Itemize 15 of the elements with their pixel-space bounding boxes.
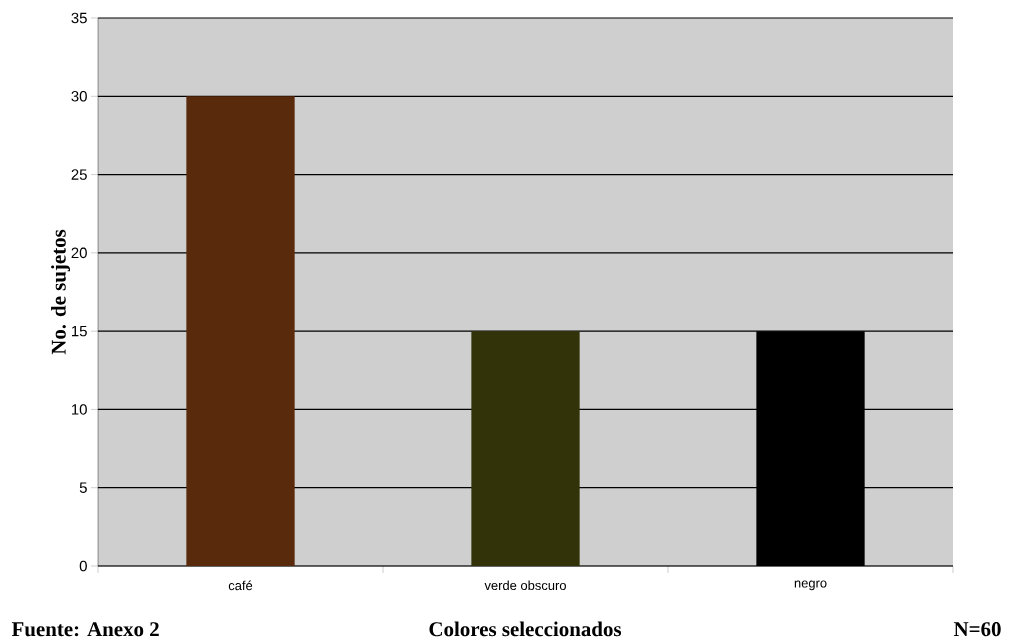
x-tick-label: café: [228, 580, 253, 591]
y-tick-label: 35: [71, 12, 87, 24]
y-tick-label: 15: [72, 325, 87, 337]
text: N=60: [953, 622, 1001, 637]
y-axis-title: No. de sujetos: [51, 229, 71, 355]
x-tick-label: verde obscuro: [484, 580, 566, 591]
y-tick-label: 20: [71, 247, 87, 259]
x-tick-label: negro: [794, 580, 827, 591]
y-tick-label: 30: [71, 90, 87, 102]
x-axis-title: Colores seleccionados: [429, 621, 622, 637]
source-note: Fuente: Anexo 2: [11, 622, 159, 637]
y-tick-label: 0: [79, 560, 87, 572]
y-tick-label: 5: [79, 482, 87, 493]
y-tick-label: 10: [72, 404, 87, 415]
y-tick-label: 25: [71, 169, 87, 180]
